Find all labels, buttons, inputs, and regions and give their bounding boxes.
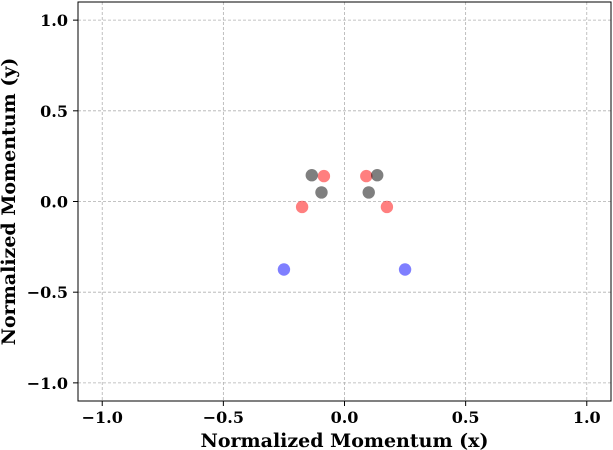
grid-lines <box>78 2 611 401</box>
scatter-point <box>315 186 328 199</box>
scatter-point <box>317 169 331 183</box>
x-tick-label: 1.0 <box>573 408 601 427</box>
axis-ticks: −1.0 −0.5 0.0 0.5 1.0 −1.0 −0.5 0.0 0.5 1.0 <box>27 11 601 427</box>
y-axis-title: Normalized Momentum (y) <box>0 58 20 346</box>
scatter-point <box>277 263 291 276</box>
scatter-point <box>295 200 309 214</box>
y-tick-label: 0.0 <box>40 193 68 212</box>
scatter-point <box>398 263 412 276</box>
x-tick-label: 0.0 <box>331 408 359 427</box>
y-tick-label: −1.0 <box>27 374 68 393</box>
scatter-point <box>380 200 394 214</box>
x-tick-label: 0.5 <box>452 408 480 427</box>
y-tick-label: 0.5 <box>40 102 68 121</box>
scatter-point <box>362 186 375 199</box>
scatter-point <box>371 169 384 182</box>
data-points <box>277 169 412 276</box>
y-tick-label: 1.0 <box>40 11 68 30</box>
y-tick-label: −0.5 <box>27 283 68 302</box>
scatter-point <box>305 169 318 182</box>
x-axis-title: Normalized Momentum (x) <box>200 430 488 450</box>
x-tick-label: −0.5 <box>203 408 244 427</box>
scatter-point <box>360 169 373 183</box>
x-tick-label: −1.0 <box>82 408 123 427</box>
